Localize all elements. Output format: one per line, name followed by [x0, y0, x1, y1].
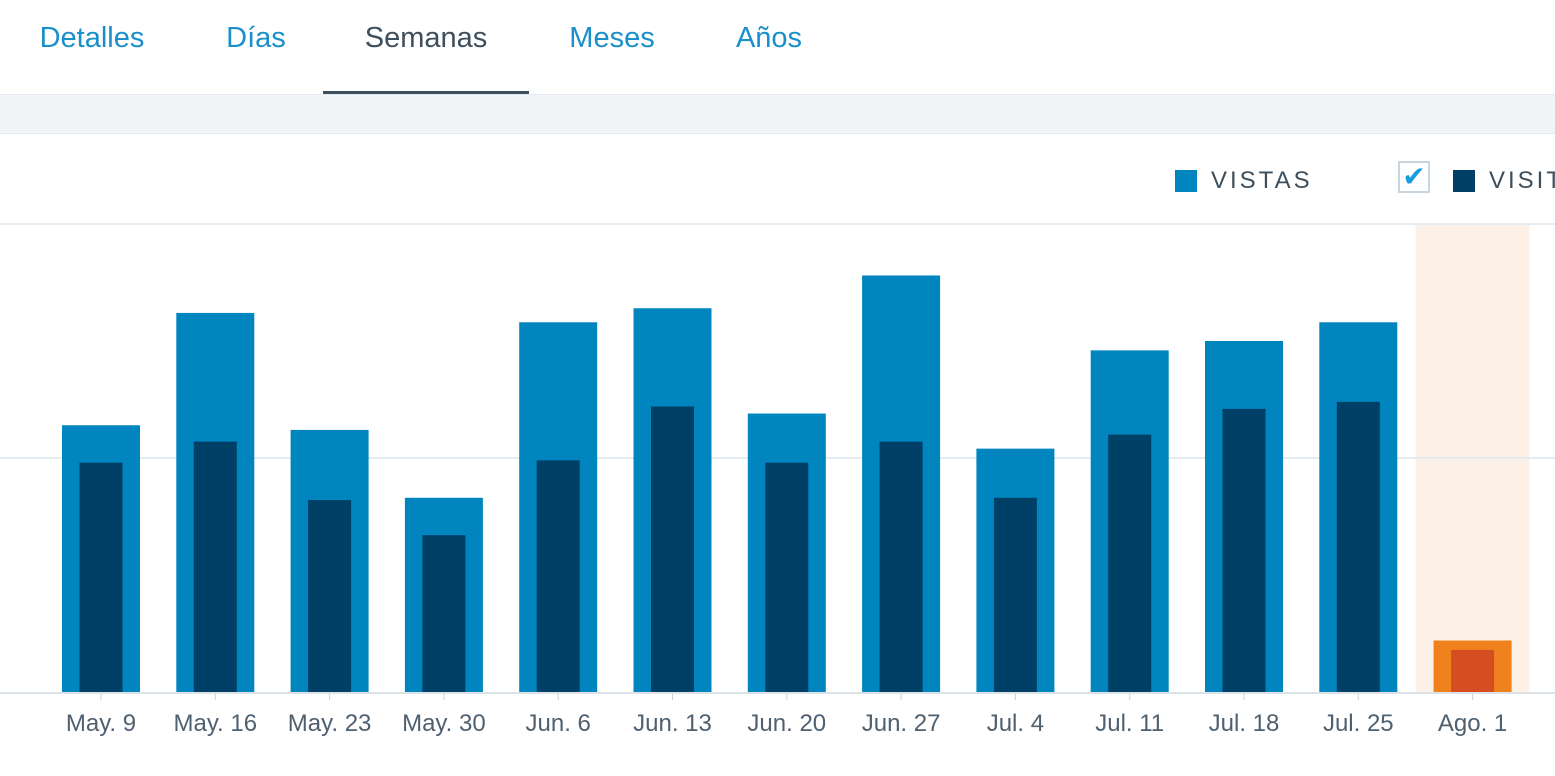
x-tick-label: Jul. 18 [1209, 710, 1280, 737]
x-tick-label: May. 30 [402, 710, 486, 737]
tab-semanas[interactable]: Semanas [323, 22, 529, 94]
x-tick-label: Jun. 13 [633, 710, 712, 737]
tab-detalles[interactable]: Detalles [39, 22, 145, 54]
x-tick-label: Jul. 11 [1095, 710, 1164, 737]
visitors-bar [765, 462, 809, 692]
views-swatch [1175, 170, 1197, 192]
x-tick-label: Jun. 6 [526, 710, 591, 737]
x-tick-label: Jun. 20 [747, 710, 826, 737]
visitors-bar [651, 406, 694, 692]
visitors-bar [1336, 401, 1380, 692]
visitors-bar [193, 441, 237, 692]
tab-dias[interactable]: Días [226, 22, 286, 54]
x-tick-label: May. 23 [288, 710, 372, 737]
tab-anos[interactable]: Años [735, 22, 803, 54]
legend-views: VISTAS [1175, 164, 1313, 198]
legend-views-label: VISTAS [1211, 167, 1313, 194]
x-tick-label: May. 9 [66, 710, 136, 737]
visitors-bar [536, 460, 580, 692]
tab-meses[interactable]: Meses [569, 22, 655, 54]
visitors-swatch [1453, 170, 1475, 192]
visitors-bar [1108, 434, 1152, 692]
legend-visitors: VISIT [1453, 164, 1555, 198]
legend-visitors-label: VISIT [1489, 167, 1555, 194]
toolbar-strip [0, 94, 1555, 134]
visitors-bar [1222, 408, 1266, 692]
visitors-bar [993, 497, 1037, 692]
visitors-bar [308, 500, 352, 692]
visitors-bar [422, 535, 466, 692]
x-tick-label: Jun. 27 [862, 710, 941, 737]
x-tick-label: Ago. 1 [1438, 710, 1507, 737]
visitors-bar [879, 441, 923, 692]
period-tabs: Detalles Días Semanas Meses Años [0, 0, 1555, 94]
check-icon: ✔ [1402, 161, 1426, 192]
x-tick-label: Jul. 25 [1323, 710, 1394, 737]
visitors-bar [79, 462, 123, 692]
x-tick-label: Jul. 4 [987, 710, 1044, 737]
visitors-checkbox[interactable]: ✔ [1398, 161, 1430, 193]
visitors-bar [1451, 649, 1495, 692]
x-tick-label: May. 16 [174, 710, 258, 737]
